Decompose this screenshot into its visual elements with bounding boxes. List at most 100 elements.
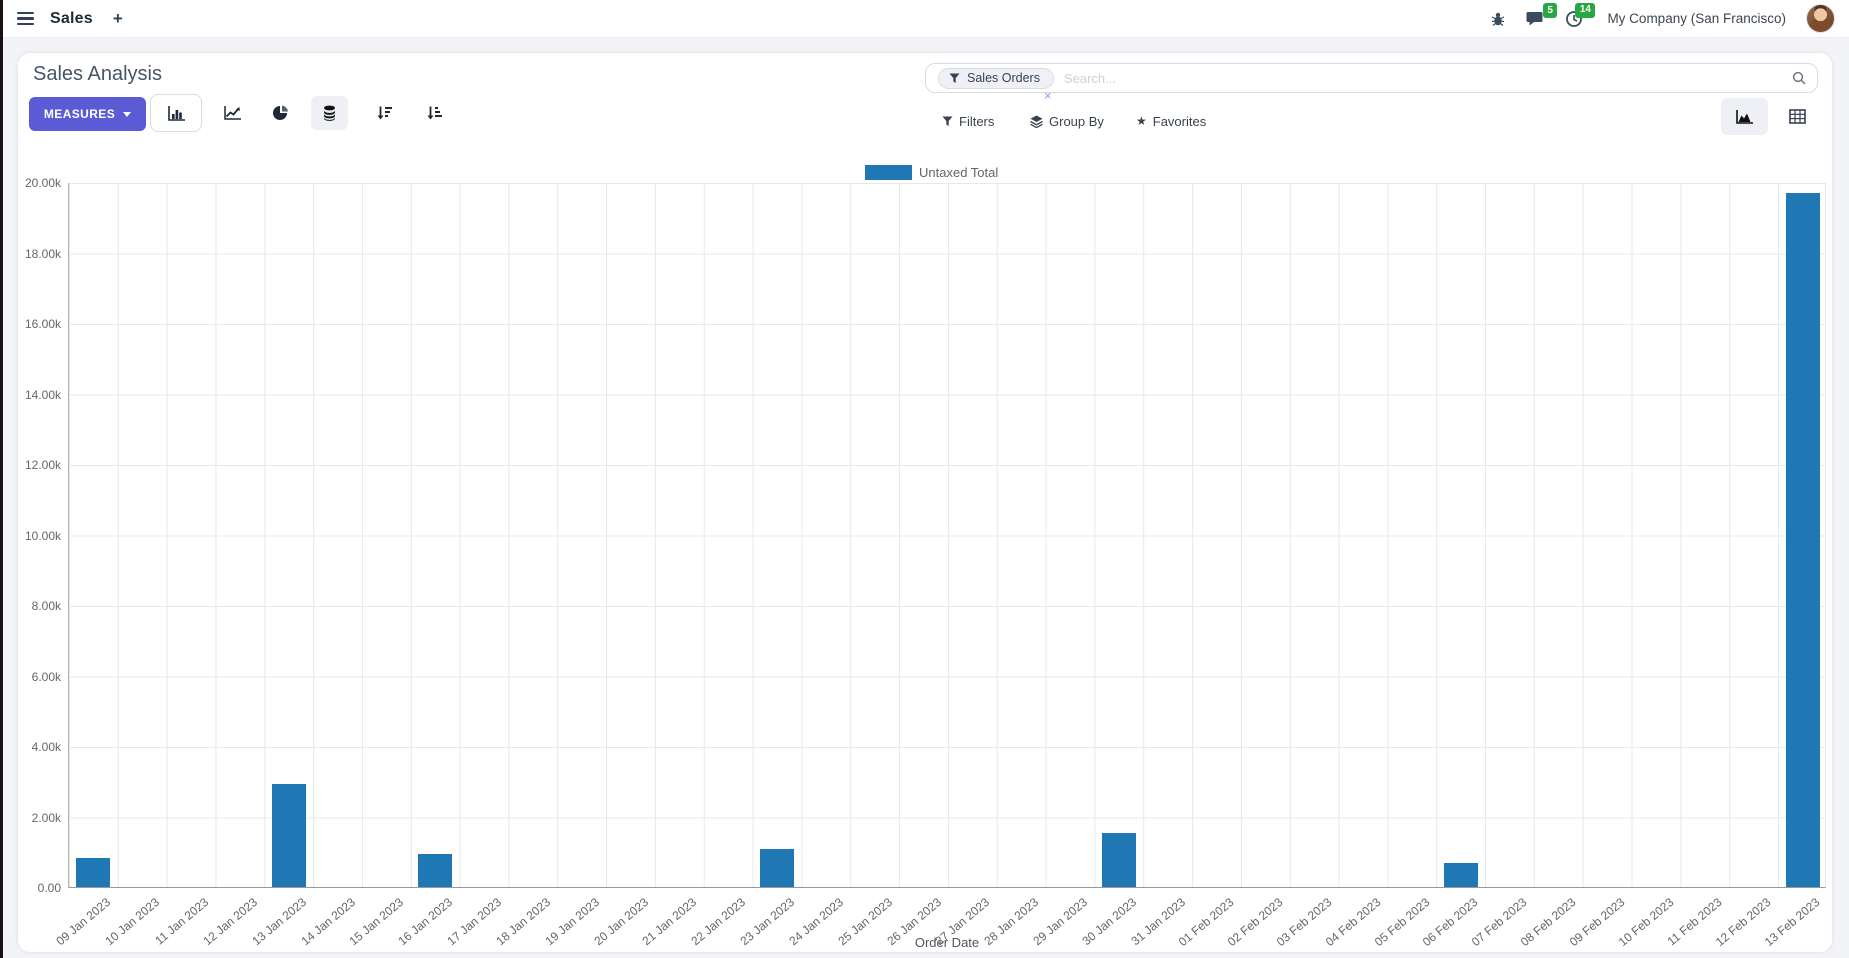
x-tick-label: 14 Jan 2023 xyxy=(298,895,358,949)
plot-area xyxy=(68,183,1826,888)
x-tick-label: 15 Jan 2023 xyxy=(346,895,407,949)
window-edge xyxy=(0,0,3,958)
favorites-label: Favorites xyxy=(1152,113,1207,129)
company-switcher[interactable]: My Company (San Francisco) xyxy=(1607,11,1786,26)
x-tick-label: 28 Jan 2023 xyxy=(981,895,1042,949)
x-tick-label: 22 Jan 2023 xyxy=(688,895,749,949)
activities-clock-icon[interactable]: 14 xyxy=(1565,2,1596,28)
bar[interactable] xyxy=(760,849,795,887)
layers-icon xyxy=(1030,114,1043,128)
search-bar[interactable]: Sales Orders Search... xyxy=(925,63,1818,93)
line-chart-icon xyxy=(223,106,241,120)
x-tick-label: 30 Jan 2023 xyxy=(1079,895,1139,949)
y-tick-label: 18.00k xyxy=(24,246,61,261)
x-tick-label: 09 Feb 2023 xyxy=(1566,895,1628,950)
y-tick-label: 12.00k xyxy=(24,458,61,472)
x-tick-label: 27 Jan 2023 xyxy=(932,895,993,949)
sort-desc-icon xyxy=(377,106,392,120)
bar[interactable] xyxy=(1101,833,1136,887)
debug-bug-icon[interactable] xyxy=(1490,11,1506,27)
group-by-label: Group By xyxy=(1049,113,1104,129)
facet-remove-icon[interactable]: × xyxy=(1044,88,1052,103)
measures-button[interactable]: MEASURES xyxy=(29,97,146,131)
search-icon[interactable] xyxy=(1791,70,1807,86)
y-tick-label: 2.00k xyxy=(31,810,61,825)
top-navbar: Sales + 5 xyxy=(3,0,1849,38)
filters-button[interactable]: Filters xyxy=(942,111,994,131)
star-icon: ★ xyxy=(1136,114,1147,128)
x-tick-label: 02 Feb 2023 xyxy=(1224,895,1286,950)
x-tick-label: 18 Jan 2023 xyxy=(493,895,553,949)
sort-ascending-button[interactable] xyxy=(412,94,456,132)
legend-swatch xyxy=(865,165,912,180)
favorites-button[interactable]: ★ Favorites xyxy=(1136,111,1206,131)
pivot-view-switcher-button[interactable] xyxy=(1775,98,1819,135)
x-tick-label: 11 Jan 2023 xyxy=(152,895,212,948)
line-chart-mode-button[interactable] xyxy=(210,94,254,132)
navbar-right: 5 14 My Company (San Francisco) xyxy=(1490,2,1835,33)
x-tick-label: 12 Feb 2023 xyxy=(1713,895,1774,950)
user-avatar[interactable] xyxy=(1806,4,1835,33)
x-tick-label: 11 Feb 2023 xyxy=(1664,895,1725,949)
x-tick-label: 13 Jan 2023 xyxy=(249,895,309,949)
y-tick-label: 4.00k xyxy=(31,740,61,754)
search-input[interactable]: Search... xyxy=(1063,70,1116,86)
x-tick-label: 29 Jan 2023 xyxy=(1030,895,1091,949)
x-tick-label: 25 Jan 2023 xyxy=(835,895,895,949)
activities-count-badge: 14 xyxy=(1575,2,1596,18)
y-tick-label: 0.00 xyxy=(37,881,61,895)
bar[interactable] xyxy=(76,858,111,887)
bar[interactable] xyxy=(418,854,453,887)
x-tick-label: 10 Feb 2023 xyxy=(1615,895,1677,950)
bar-chart-mode-button[interactable] xyxy=(150,94,202,132)
x-tick-label: 31 Jan 2023 xyxy=(1128,895,1188,949)
pivot-table-icon xyxy=(1788,109,1806,124)
graph-chart: Untaxed Total 20.00k 18.00k 16.00k 14.00k 12… xyxy=(18,53,1832,952)
y-tick-label: 8.00k xyxy=(31,599,61,613)
y-tick-label: 20.00k xyxy=(24,176,61,190)
stacked-icon xyxy=(324,105,335,121)
x-tick-label: 13 Feb 2023 xyxy=(1761,895,1823,950)
app-name[interactable]: Sales xyxy=(50,9,93,27)
sort-asc-icon xyxy=(427,106,442,120)
main-panel: Sales Analysis MEASURES xyxy=(18,53,1832,952)
y-tick-label: 6.00k xyxy=(31,669,61,684)
pie-chart-icon xyxy=(272,105,288,120)
x-tick-label: 24 Jan 2023 xyxy=(786,895,846,949)
measures-label: MEASURES xyxy=(43,107,116,121)
bar[interactable] xyxy=(1443,863,1478,887)
x-tick-label: 03 Feb 2023 xyxy=(1273,895,1335,950)
y-axis-labels: 20.00k 18.00k 16.00k 14.00k 12.00k 10.00k 8.00… xyxy=(18,176,61,895)
bar-chart-icon xyxy=(167,105,185,121)
x-tick-label: 09 Jan 2023 xyxy=(53,895,114,949)
area-chart-icon xyxy=(1736,109,1753,124)
x-tick-label: 08 Feb 2023 xyxy=(1517,895,1579,950)
facet-label: Sales Orders xyxy=(967,71,1040,85)
stacked-toggle-button[interactable] xyxy=(311,96,348,130)
x-axis-labels: 09 Jan 2023 10 Jan 2023 11 Jan 2023 12 Jan … xyxy=(54,890,1826,950)
x-tick-label: 20 Jan 2023 xyxy=(591,895,651,949)
search-facet-sales-orders[interactable]: Sales Orders xyxy=(938,67,1054,89)
graph-view-switcher-button[interactable] xyxy=(1721,98,1768,135)
bar[interactable] xyxy=(1785,193,1820,887)
plus-icon[interactable]: + xyxy=(112,8,123,28)
bar[interactable] xyxy=(271,784,306,887)
filter-funnel-icon xyxy=(949,72,960,83)
x-axis-title: Order Date xyxy=(914,935,980,950)
x-tick-label: 17 Jan 2023 xyxy=(444,895,505,949)
page-title: Sales Analysis xyxy=(33,63,162,85)
group-by-button[interactable]: Group By xyxy=(1030,111,1104,131)
messages-icon[interactable]: 5 xyxy=(1526,3,1558,27)
x-tick-label: 26 Jan 2023 xyxy=(884,895,944,949)
x-tick-label: 16 Jan 2023 xyxy=(395,895,456,949)
pie-chart-mode-button[interactable] xyxy=(258,94,302,132)
legend-item[interactable]: Untaxed Total xyxy=(865,165,998,180)
navbar-left: Sales + xyxy=(17,9,123,29)
messages-count-badge: 5 xyxy=(1542,3,1558,18)
sort-descending-button[interactable] xyxy=(362,94,406,132)
y-tick-label: 10.00k xyxy=(24,528,61,543)
legend-label: Untaxed Total xyxy=(919,165,999,180)
apps-menu-icon[interactable] xyxy=(17,11,34,26)
y-tick-label: 14.00k xyxy=(24,387,61,402)
x-tick-label: 07 Feb 2023 xyxy=(1468,895,1530,950)
